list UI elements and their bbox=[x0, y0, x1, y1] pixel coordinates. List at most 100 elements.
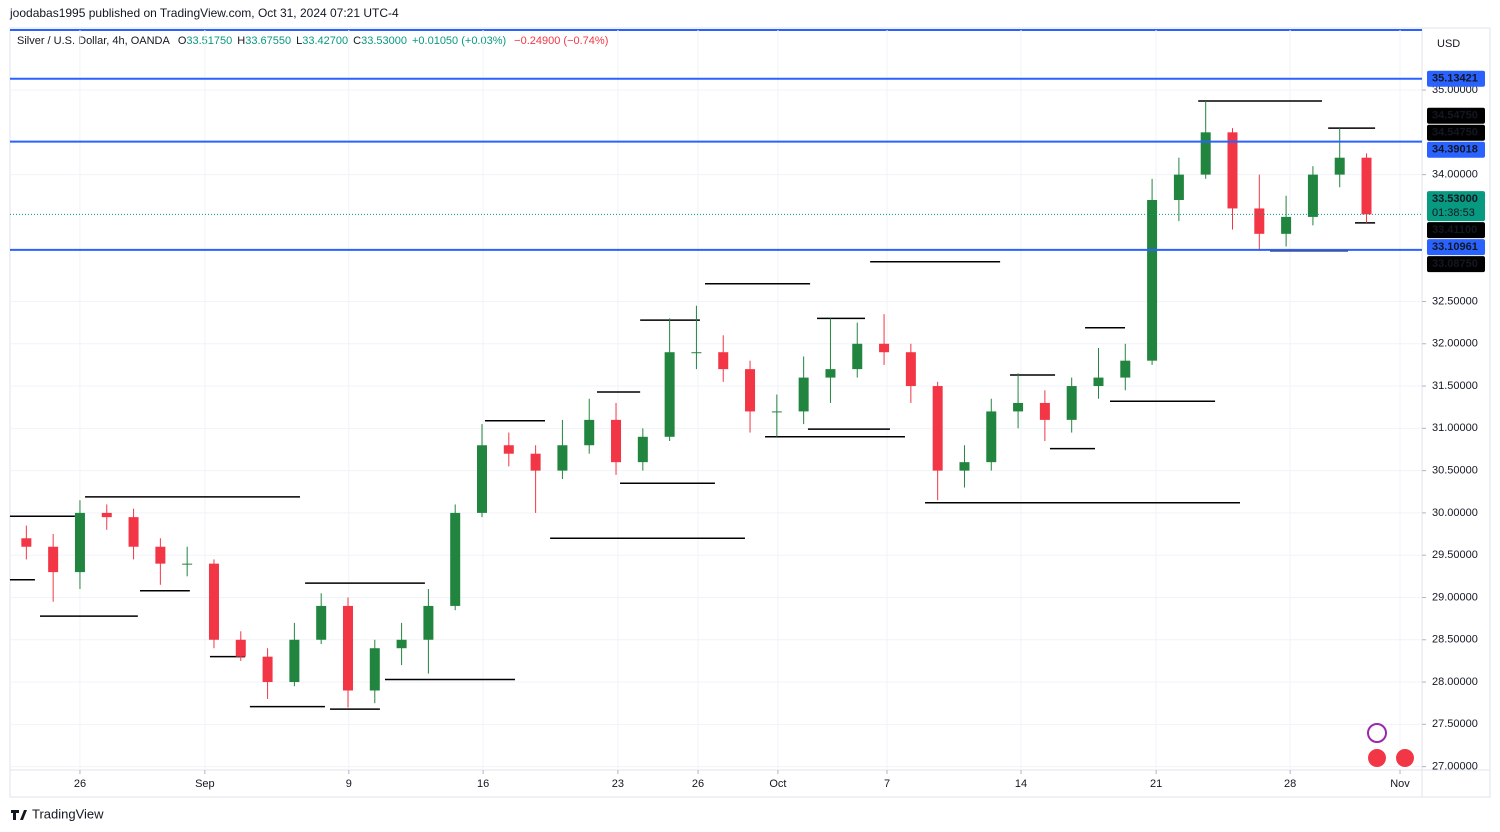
candle-body bbox=[1281, 216, 1292, 234]
candle-body bbox=[932, 386, 943, 471]
x-tick-label: Oct bbox=[769, 778, 786, 790]
candle-body bbox=[557, 445, 568, 471]
y-tick-label: 27.50000 bbox=[1432, 718, 1478, 730]
y-tick-label: 31.00000 bbox=[1432, 422, 1478, 434]
symbol: Silver / U.S. Dollar, 4h, OANDA bbox=[17, 35, 170, 47]
y-tick-label: 28.50000 bbox=[1432, 634, 1478, 646]
ohlc-key: C bbox=[353, 35, 361, 47]
candle-body bbox=[879, 343, 890, 353]
candle-body bbox=[1093, 377, 1104, 387]
candle-body bbox=[396, 639, 407, 649]
price-label-bg bbox=[1427, 191, 1485, 222]
candle-body bbox=[503, 445, 514, 454]
candle-body bbox=[1361, 157, 1372, 215]
candle-body bbox=[289, 639, 300, 683]
price-label-bg bbox=[1427, 141, 1485, 158]
candle-body bbox=[128, 517, 139, 547]
candle-body bbox=[718, 352, 729, 370]
price-label: 33.08750 bbox=[1432, 258, 1478, 270]
x-tick-label: 21 bbox=[1150, 778, 1162, 790]
ohlc-value: 33.53000 bbox=[361, 35, 407, 47]
price-label-bg bbox=[1427, 70, 1485, 87]
y-tick-label: 31.50000 bbox=[1432, 380, 1478, 392]
ohlc-value: 33.67550 bbox=[245, 35, 291, 47]
candle-body bbox=[316, 605, 327, 640]
candle-body bbox=[691, 352, 702, 354]
price-label: 34.54750 bbox=[1432, 127, 1478, 139]
candle-body bbox=[825, 369, 836, 378]
price-label: 34.39018 bbox=[1432, 144, 1478, 156]
ohlc-value: 33.42700 bbox=[302, 35, 348, 47]
candle-body bbox=[771, 411, 782, 413]
candle-body bbox=[208, 563, 219, 640]
candle-body bbox=[986, 411, 997, 463]
session-change: −0.24900 (−0.74%) bbox=[514, 35, 608, 47]
candle-body bbox=[1120, 360, 1131, 378]
price-label-bg bbox=[1427, 107, 1485, 124]
candle-body bbox=[1173, 174, 1184, 200]
x-tick-label: Nov bbox=[1390, 778, 1410, 790]
legend-text: Silver / U.S. Dollar, 4h, OANDA O33.51750… bbox=[17, 35, 608, 47]
candle-body bbox=[1227, 132, 1238, 209]
candle-body bbox=[369, 648, 380, 691]
x-tick-label: 26 bbox=[692, 778, 704, 790]
candle-body bbox=[1254, 208, 1265, 234]
chart-frame bbox=[9, 27, 1491, 798]
change: +0.01050 (+0.03%) bbox=[412, 35, 506, 47]
candle-body bbox=[450, 512, 461, 606]
ohlc-key: L bbox=[296, 35, 302, 47]
x-tick-label: Sep bbox=[195, 778, 215, 790]
price-label-bg bbox=[1427, 239, 1485, 256]
price-label: 33.53000 bbox=[1432, 193, 1478, 205]
candle-body bbox=[101, 512, 112, 518]
y-tick-label: 28.00000 bbox=[1432, 676, 1478, 688]
x-tick-label: 14 bbox=[1015, 778, 1027, 790]
y-tick-label: 27.00000 bbox=[1432, 761, 1478, 773]
price-label: 35.13421 bbox=[1432, 73, 1478, 85]
y-tick-label: 34.00000 bbox=[1432, 169, 1478, 181]
candle-body bbox=[905, 352, 916, 387]
candle-body bbox=[182, 563, 193, 565]
candle-body bbox=[155, 546, 166, 564]
x-tick-label: 16 bbox=[477, 778, 489, 790]
y-tick-label: 32.00000 bbox=[1432, 338, 1478, 350]
logo: TradingView bbox=[11, 806, 104, 821]
publisher: joodabas1995 published on TradingView.co… bbox=[9, 6, 399, 20]
candle-body bbox=[423, 605, 434, 640]
candle-body bbox=[664, 352, 675, 437]
candle-body bbox=[262, 656, 273, 683]
candle-body bbox=[1307, 174, 1318, 217]
candle-body bbox=[1200, 132, 1211, 175]
candle-body bbox=[1066, 386, 1077, 420]
y-tick-label: 32.50000 bbox=[1432, 295, 1478, 307]
price-label-bg bbox=[1427, 256, 1485, 273]
candle-body bbox=[342, 605, 353, 691]
y-tick-label: 29.00000 bbox=[1432, 591, 1478, 603]
candle-body bbox=[1147, 199, 1158, 361]
candle-body bbox=[1334, 157, 1345, 175]
y-tick-label: 30.00000 bbox=[1432, 507, 1478, 519]
candle-body bbox=[637, 436, 648, 463]
price-label-bg bbox=[1427, 124, 1485, 141]
candle-body bbox=[1039, 402, 1050, 420]
price-label: 34.54750 bbox=[1432, 110, 1478, 122]
y-tick-label: 29.50000 bbox=[1432, 549, 1478, 561]
candle-body bbox=[959, 462, 970, 471]
candle-body bbox=[21, 538, 32, 547]
y-tick-label: 35.00000 bbox=[1432, 84, 1478, 96]
candle-body bbox=[477, 445, 488, 513]
candle-body bbox=[584, 419, 595, 446]
plot bbox=[10, 30, 1426, 774]
event-icons[interactable] bbox=[1366, 723, 1416, 769]
candle-body bbox=[611, 419, 622, 463]
countdown: 01:38:53 bbox=[1432, 207, 1475, 219]
ohlc-value: 33.51750 bbox=[186, 35, 232, 47]
x-tick-label: 23 bbox=[612, 778, 624, 790]
y-tick-label: 30.50000 bbox=[1432, 465, 1478, 477]
currency[interactable]: USD bbox=[1437, 38, 1460, 50]
candle-body bbox=[1013, 402, 1024, 412]
x-tick-label: 26 bbox=[74, 778, 86, 790]
candle-body bbox=[530, 453, 541, 471]
